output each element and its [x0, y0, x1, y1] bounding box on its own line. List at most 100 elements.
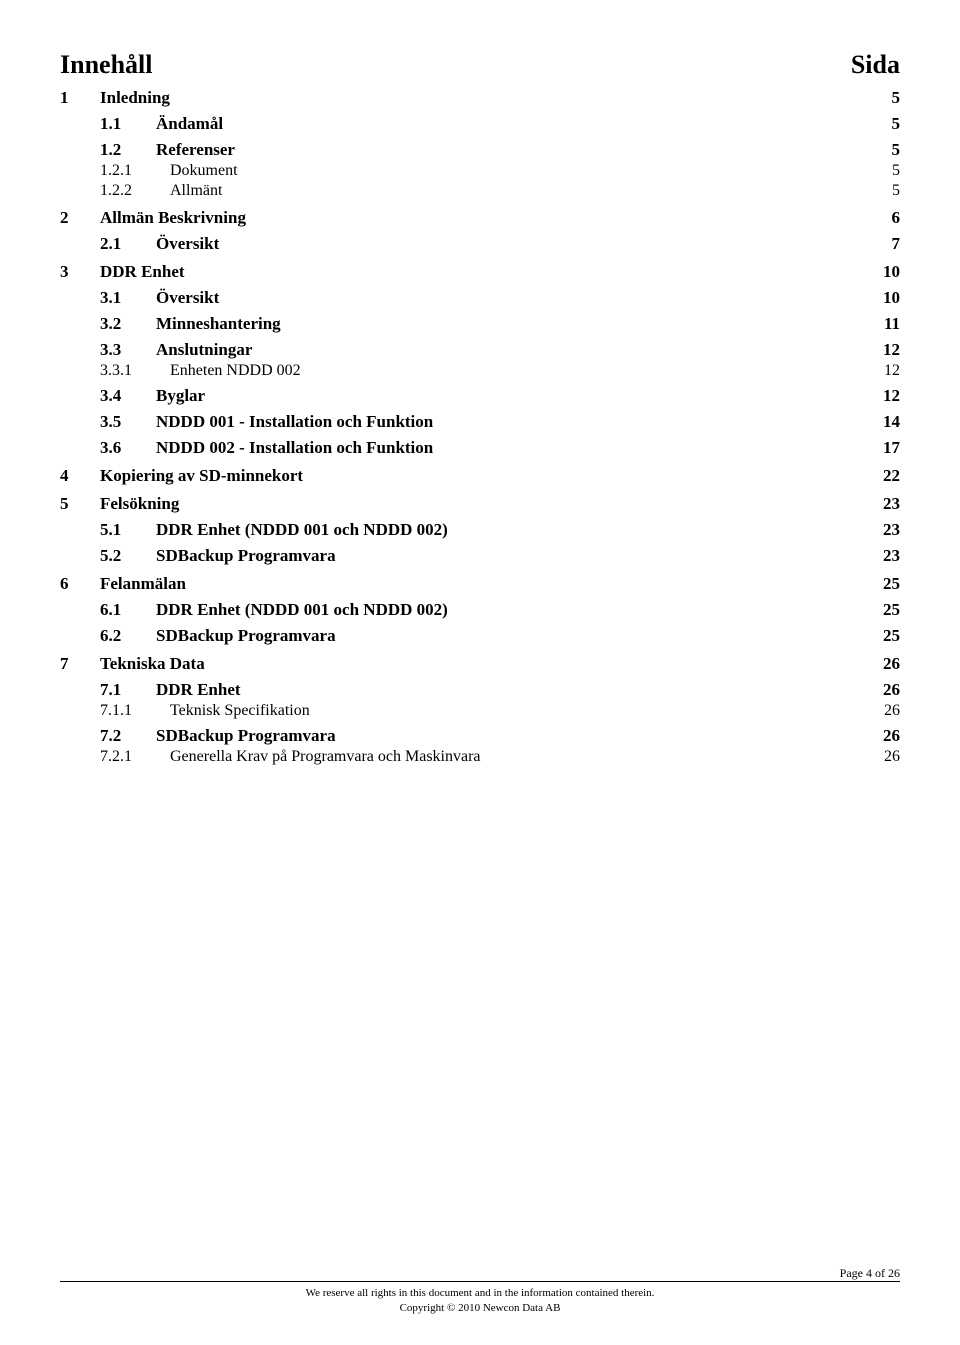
- toc-entry[interactable]: 6.2SDBackup Programvara25: [100, 626, 900, 646]
- toc-entry-title: Felsökning: [100, 494, 179, 514]
- toc-entry-page: 26: [883, 726, 900, 746]
- toc-entry-page: 5: [892, 140, 901, 160]
- footer-rule: [60, 1281, 900, 1282]
- toc-entry-page: 23: [883, 494, 900, 514]
- toc-entry-page: 10: [883, 262, 900, 282]
- toc-entry-title: Översikt: [156, 288, 219, 308]
- toc-entry-page: 25: [883, 600, 900, 620]
- toc-entry[interactable]: 3.2Minneshantering 11: [100, 314, 900, 334]
- toc-entry-number: 6.1: [100, 600, 156, 620]
- footer-center: We reserve all rights in this document a…: [60, 1286, 900, 1315]
- toc-entry-title: Referenser: [156, 140, 235, 160]
- toc-entry-page: 5: [892, 182, 900, 200]
- toc-entry[interactable]: 3DDR Enhet 10: [60, 262, 900, 282]
- footer-line1: We reserve all rights in this document a…: [306, 1287, 655, 1299]
- toc-entry-page: 5: [892, 114, 901, 134]
- toc-entry-title: Tekniska Data: [100, 654, 205, 674]
- toc-entry[interactable]: 7.1.1Teknisk Specifikation 26: [100, 702, 900, 720]
- toc-entry[interactable]: 1.2.1Dokument 5: [100, 162, 900, 180]
- toc-entry-number: 3: [60, 262, 100, 282]
- toc-entry-number: 7: [60, 654, 100, 674]
- toc-entry-title: DDR Enhet: [100, 262, 185, 282]
- toc-entry-number: 3.4: [100, 386, 156, 406]
- toc-entry[interactable]: 3.4Byglar 12: [100, 386, 900, 406]
- toc-entry-number: 1.2.1: [100, 162, 170, 180]
- toc-entry-number: 3.6: [100, 438, 156, 458]
- toc-entry[interactable]: 6Felanmälan25: [60, 574, 900, 594]
- toc-entry[interactable]: 2.1Översikt7: [100, 234, 900, 254]
- toc-entry-title: SDBackup Programvara: [156, 626, 336, 646]
- toc-list: 1Inledning51.1Ändamål51.2Referenser51.2.…: [60, 88, 900, 766]
- toc-entry-page: 17: [883, 438, 900, 458]
- toc-entry[interactable]: 3.5NDDD 001 - Installation och Funktion 1…: [100, 412, 900, 432]
- toc-entry-page: 23: [883, 546, 900, 566]
- toc-entry-page: 10: [883, 288, 900, 308]
- toc-entry[interactable]: 2Allmän Beskrivning6: [60, 208, 900, 228]
- toc-entry[interactable]: 5.2SDBackup Programvara23: [100, 546, 900, 566]
- toc-entry-number: 1: [60, 88, 100, 108]
- toc-entry-title: Minneshantering: [156, 314, 281, 334]
- toc-entry[interactable]: 4Kopiering av SD-minnekort22: [60, 466, 900, 486]
- footer-line2: Copyright © 2010 Newcon Data AB: [400, 1302, 561, 1314]
- toc-entry-title: SDBackup Programvara: [156, 726, 336, 746]
- toc-entry-page: 7: [892, 234, 901, 254]
- document-page: Innehåll Sida 1Inledning51.1Ändamål51.2R…: [0, 0, 960, 1345]
- toc-entry-title: DDR Enhet (NDDD 001 och NDDD 002): [156, 520, 448, 540]
- toc-entry-page: 23: [883, 520, 900, 540]
- toc-entry-page: 5: [892, 162, 900, 180]
- footer-inner: We reserve all rights in this document a…: [60, 1286, 900, 1315]
- toc-entry-number: 5.2: [100, 546, 156, 566]
- toc-entry-number: 3.2: [100, 314, 156, 334]
- toc-entry[interactable]: 3.3Anslutningar12: [100, 340, 900, 360]
- toc-entry-page: 22: [883, 466, 900, 486]
- toc-entry-page: 6: [892, 208, 901, 228]
- toc-entry-number: 7.1.1: [100, 702, 170, 720]
- toc-title-right: Sida: [851, 50, 900, 80]
- toc-entry-number: 1.2.2: [100, 182, 170, 200]
- toc-entry-page: 12: [884, 362, 900, 380]
- toc-entry-title: Enheten NDDD 002: [170, 362, 301, 380]
- toc-entry-page: 25: [883, 574, 900, 594]
- toc-entry[interactable]: 5.1DDR Enhet (NDDD 001 och NDDD 002)23: [100, 520, 900, 540]
- toc-entry-title: Felanmälan: [100, 574, 186, 594]
- toc-entry[interactable]: 7.1DDR Enhet26: [100, 680, 900, 700]
- toc-entry[interactable]: 6.1DDR Enhet (NDDD 001 och NDDD 002)25: [100, 600, 900, 620]
- toc-entry[interactable]: 7.2SDBackup Programvara 26: [100, 726, 900, 746]
- toc-entry-number: 7.2.1: [100, 748, 170, 766]
- toc-entry[interactable]: 7Tekniska Data 26: [60, 654, 900, 674]
- toc-entry[interactable]: 7.2.1Generella Krav på Programvara och M…: [100, 748, 900, 766]
- toc-header: Innehåll Sida: [60, 50, 900, 80]
- footer-page-number: Page 4 of 26: [80, 1266, 900, 1281]
- toc-entry-title: NDDD 001 - Installation och Funktion: [156, 412, 433, 432]
- toc-entry-page: 25: [883, 626, 900, 646]
- toc-entry-page: 11: [884, 314, 900, 334]
- toc-entry-number: 2.1: [100, 234, 156, 254]
- toc-entry-page: 12: [883, 340, 900, 360]
- toc-entry[interactable]: 1Inledning 5: [60, 88, 900, 108]
- toc-entry-number: 3.3: [100, 340, 156, 360]
- toc-entry-page: 12: [883, 386, 900, 406]
- toc-title-left: Innehåll: [60, 50, 153, 80]
- toc-entry-number: 7.2: [100, 726, 156, 746]
- toc-entry[interactable]: 3.3.1Enheten NDDD 00212: [100, 362, 900, 380]
- toc-entry-title: Generella Krav på Programvara och Maskin…: [170, 748, 481, 766]
- toc-entry[interactable]: 1.2.2Allmänt5: [100, 182, 900, 200]
- toc-entry-title: Teknisk Specifikation: [170, 702, 310, 720]
- toc-entry-title: NDDD 002 - Installation och Funktion: [156, 438, 433, 458]
- toc-entry-number: 3.1: [100, 288, 156, 308]
- toc-entry-page: 26: [883, 654, 900, 674]
- toc-entry-number: 7.1: [100, 680, 156, 700]
- toc-entry[interactable]: 1.2Referenser5: [100, 140, 900, 160]
- toc-entry-title: Dokument: [170, 162, 238, 180]
- toc-entry[interactable]: 1.1Ändamål5: [100, 114, 900, 134]
- toc-entry-page: 14: [883, 412, 900, 432]
- toc-entry[interactable]: 3.1Översikt 10: [100, 288, 900, 308]
- toc-entry-page: 5: [892, 88, 901, 108]
- toc-entry-page: 26: [884, 702, 900, 720]
- toc-entry[interactable]: 5Felsökning23: [60, 494, 900, 514]
- toc-entry[interactable]: 3.6NDDD 002 - Installation och Funktion 1…: [100, 438, 900, 458]
- toc-entry-title: Byglar: [156, 386, 205, 406]
- toc-entry-number: 3.5: [100, 412, 156, 432]
- toc-entry-title: Inledning: [100, 88, 170, 108]
- toc-entry-title: Ändamål: [156, 114, 223, 134]
